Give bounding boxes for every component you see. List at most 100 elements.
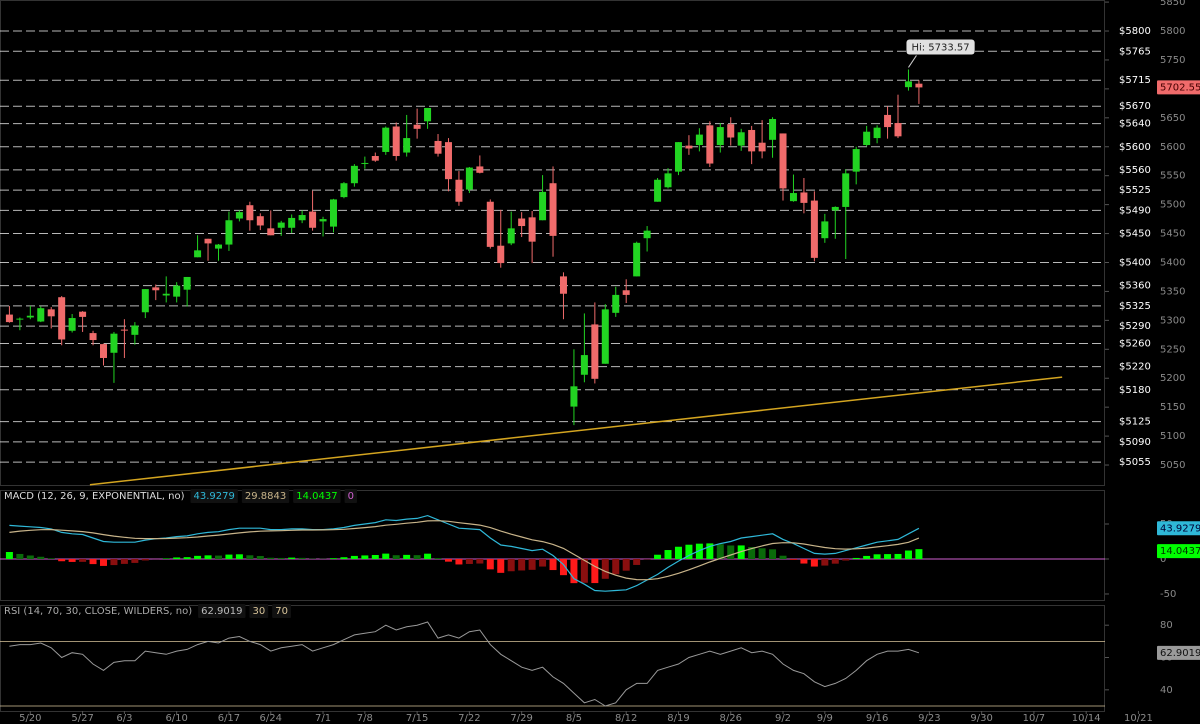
candle-body: [643, 230, 651, 239]
histogram-bar: [727, 545, 735, 559]
last-price: 5702.55: [1160, 82, 1200, 93]
candle-body: [403, 138, 411, 153]
candle-body: [863, 131, 871, 146]
price-level-label: $5260: [1119, 339, 1151, 350]
histogram-bar: [99, 558, 107, 566]
y-tick-label: 0: [1160, 554, 1166, 565]
x-tick-label: 6/3: [116, 713, 132, 724]
candle-body: [288, 217, 296, 228]
x-tick-label: 9/2: [775, 713, 791, 724]
x-tick-label: 5/20: [19, 713, 41, 724]
histogram-bar: [58, 558, 66, 562]
histogram-bar: [852, 557, 860, 559]
price-level-label: $5400: [1119, 257, 1151, 268]
candle-body: [361, 162, 369, 164]
candle-body: [706, 125, 714, 164]
y-tick-label: 5100: [1160, 431, 1185, 442]
price-level-label: $5525: [1119, 185, 1151, 196]
candle-body: [769, 118, 777, 140]
candle-body: [821, 221, 829, 239]
histogram-bar: [601, 558, 609, 579]
candle-body: [810, 200, 818, 258]
histogram-bar: [873, 554, 881, 559]
candle-body: [382, 127, 390, 152]
histogram-bar: [580, 558, 588, 583]
histogram-bar: [685, 544, 693, 559]
price-level-label: $5560: [1119, 165, 1151, 176]
histogram-bar: [831, 558, 839, 564]
histogram-bar: [403, 554, 411, 559]
candle-body: [37, 308, 45, 322]
readout-box: [344, 489, 357, 503]
x-tick-label: 9/23: [918, 713, 940, 724]
hist-value-box-box: [1157, 544, 1200, 559]
histogram-bar: [894, 553, 902, 559]
histogram-bar: [340, 557, 348, 559]
readout-box: [272, 604, 291, 618]
readout-box: [293, 489, 341, 503]
candle-body: [789, 193, 797, 202]
candle-body: [601, 309, 609, 364]
histogram-bar: [758, 548, 766, 559]
candle-body: [559, 276, 567, 294]
histogram-bar: [884, 554, 892, 559]
price-level-label: $5360: [1119, 281, 1151, 292]
candle-body: [58, 297, 66, 340]
candle-body: [79, 311, 87, 317]
candle-body: [758, 142, 766, 152]
x-tick-label: 9/9: [817, 713, 833, 724]
candle-body: [120, 329, 128, 331]
histogram-bar: [622, 558, 630, 571]
y-tick-label: 5800: [1160, 26, 1185, 37]
y-tick-label: 5750: [1160, 55, 1185, 66]
histogram-bar: [706, 543, 714, 559]
candle-body: [455, 179, 463, 202]
readout: 70: [275, 606, 288, 617]
x-tick-label: 10/7: [1023, 713, 1045, 724]
candle-body: [5, 314, 13, 323]
pane-title: MACD (12, 26, 9, EXPONENTIAL, no): [4, 491, 185, 502]
x-tick-label: 8/19: [667, 713, 689, 724]
price-level-label: $5055: [1119, 457, 1151, 468]
candle-body: [68, 318, 76, 331]
y-tick-label: 5150: [1160, 402, 1185, 413]
histogram-bar: [141, 558, 149, 561]
price-level-label: $5125: [1119, 417, 1151, 428]
candle-body: [873, 127, 881, 139]
candle-body: [695, 134, 703, 146]
histogram-bar: [434, 558, 442, 559]
histogram-bar: [821, 558, 829, 566]
price-pane: [0, 0, 1105, 486]
price-level-label: $5715: [1119, 75, 1151, 86]
x-tick-label: 8/12: [615, 713, 637, 724]
candle-body: [246, 205, 254, 221]
y-tick-label: 5650: [1160, 113, 1185, 124]
price-level-label: $5220: [1119, 362, 1151, 373]
x-tick-label: 10/21: [1124, 713, 1153, 724]
histogram-bar: [371, 555, 379, 559]
histogram-bar: [204, 555, 212, 559]
price-level-label: $5180: [1119, 385, 1151, 396]
readout-box: [249, 604, 269, 618]
histogram-bar: [110, 558, 118, 566]
x-tick-label: 9/30: [970, 713, 992, 724]
candle-body: [497, 245, 505, 264]
histogram-bar: [915, 549, 923, 559]
candle-body: [173, 285, 181, 297]
price-level-label: $5800: [1119, 26, 1151, 37]
y-tick-label: 5450: [1160, 229, 1185, 240]
histogram-bar: [382, 553, 390, 559]
candle-body: [110, 333, 118, 353]
macd-line: [9, 520, 920, 581]
readout-box: [241, 489, 290, 503]
histogram-bar: [444, 558, 452, 562]
histogram-bar: [68, 558, 76, 562]
histogram-bar: [507, 558, 515, 572]
histogram-bar: [486, 558, 494, 570]
candle-body: [465, 167, 473, 190]
x-tick-label: 7/8: [357, 713, 373, 724]
histogram-bar: [225, 554, 233, 559]
macd-value-box: 43.9279: [1160, 523, 1200, 534]
histogram-bar: [633, 558, 641, 565]
candle-body: [444, 142, 452, 180]
